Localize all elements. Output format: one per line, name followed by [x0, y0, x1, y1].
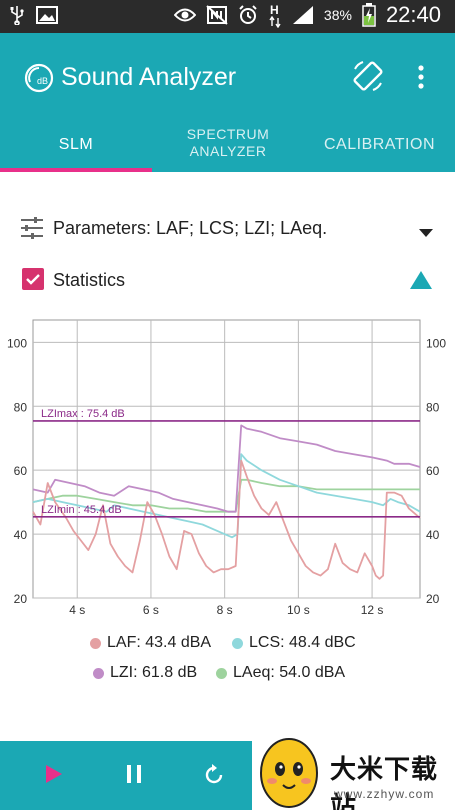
legend-label-laeq: LAeq: 54.0 dBA [233, 664, 346, 681]
tab-spectrum-analyzer[interactable]: SPECTRUM ANALYZER [152, 123, 304, 172]
y-tick-label-left: 20 [14, 592, 28, 606]
eye-icon [173, 7, 196, 23]
statistics-label: Statistics [53, 270, 126, 290]
dropdown-arrow-icon[interactable] [419, 224, 433, 242]
chart-legend: LAF: 43.4 dBA LCS: 48.4 dBC LZI: 61.8 dB… [0, 630, 455, 690]
y-tick-label-left: 60 [14, 464, 28, 478]
y-tick-label-right: 20 [426, 592, 440, 606]
level-chart: LZImax : 75.4 dB LZImin : 45.4 dB 20 20 40 4… [0, 312, 455, 624]
lzimax-label: LZImax : 75.4 dB [41, 408, 125, 420]
x-tick-label: 12 s [361, 603, 384, 617]
battery-charging-icon [362, 3, 376, 27]
nfc-off-icon [206, 5, 228, 25]
image-icon [36, 6, 58, 24]
tab-spectrum-label-line1: SPECTRUM [186, 126, 270, 142]
y-tick-label-left: 40 [14, 528, 28, 542]
legend-item-laf: LAF: 43.4 dBA [90, 634, 211, 652]
y-tick-label-right: 80 [426, 400, 440, 414]
check-icon [26, 274, 40, 285]
more-vert-icon[interactable] [417, 65, 425, 94]
statistics-row: Statistics [0, 258, 455, 304]
sliders-icon [20, 216, 44, 245]
tab-calibration[interactable]: CALIBRATION [304, 123, 455, 172]
y-tick-label-right: 40 [426, 528, 440, 542]
svg-text:H: H [270, 3, 279, 17]
collapse-triangle-icon[interactable] [410, 271, 432, 294]
usb-icon [10, 5, 24, 25]
plot-frame [32, 319, 421, 599]
legend-dot-lzi [93, 667, 104, 679]
legend-item-laeq: LAeq: 54.0 dBA [216, 664, 345, 682]
tab-calibration-label: CALIBRATION [324, 136, 435, 153]
watermark: 大米下载站 www.zzhyw.com [252, 738, 455, 810]
x-tick-label: 4 s [69, 603, 85, 617]
egg-mascot-icon [256, 729, 322, 810]
y-tick-label-right: 100 [426, 336, 446, 350]
app-bar: dB Sound Analyzer SLM SPECTRUM ANALYZER … [0, 33, 455, 172]
parameters-label: Parameters: LAF; LCS; LZI; LAeq. [53, 218, 328, 238]
x-tick-label: 8 s [217, 603, 233, 617]
playback-bar [0, 741, 252, 810]
legend-label-lcs: LCS: 48.4 dBC [249, 634, 356, 651]
legend-label-laf: LAF: 43.4 dBA [107, 634, 212, 651]
legend-dot-laeq [216, 667, 227, 679]
h-plus-icon: H [268, 2, 282, 28]
app-title: Sound Analyzer [61, 63, 237, 91]
reset-icon[interactable] [202, 763, 226, 792]
statistics-checkbox[interactable] [22, 268, 44, 290]
y-tick-label-right: 60 [426, 464, 440, 478]
legend-item-lzi: LZI: 61.8 dB [93, 664, 197, 682]
svg-text:dB: dB [37, 76, 48, 86]
status-bar: H 38% 22:40 [0, 0, 455, 33]
watermark-url: www.zzhyw.com [334, 787, 435, 801]
legend-dot-laf [90, 637, 101, 649]
legend-dot-lcs [232, 637, 243, 649]
battery-percent: 38% [323, 7, 352, 23]
alarm-icon [238, 5, 258, 25]
x-tick-label: 6 s [143, 603, 159, 617]
series-line-laf [32, 459, 421, 580]
watermark-title: 大米下载站 [330, 754, 439, 810]
toolbar: dB Sound Analyzer [0, 33, 455, 123]
tab-slm[interactable]: SLM [0, 123, 152, 172]
signal-icon [292, 5, 314, 25]
play-icon[interactable] [44, 763, 64, 790]
legend-item-lcs: LCS: 48.4 dBC [232, 634, 356, 652]
tab-bar: SLM SPECTRUM ANALYZER CALIBRATION [0, 123, 455, 172]
parameters-selector[interactable]: Parameters: LAF; LCS; LZI; LAeq. [0, 206, 455, 252]
tab-slm-label: SLM [58, 136, 94, 153]
chart-svg: LZImax : 75.4 dB LZImin : 45.4 dB 20 20 40 4… [7, 319, 446, 617]
series-line-lzi [32, 424, 421, 513]
tab-spectrum-label-line2: ANALYZER [189, 143, 267, 159]
status-time: 22:40 [385, 2, 441, 27]
y-tick-label-left: 100 [7, 336, 27, 350]
legend-label-lzi: LZI: 61.8 dB [110, 664, 198, 681]
y-tick-label-left: 80 [14, 400, 28, 414]
lzimin-label: LZImin : 45.4 dB [41, 504, 122, 516]
pause-icon[interactable] [124, 763, 144, 790]
tab-indicator [0, 168, 152, 172]
series-line-lcs [32, 453, 421, 539]
db-gauge-icon: dB [24, 63, 54, 98]
x-tick-label: 10 s [287, 603, 310, 617]
screen-rotate-icon[interactable] [351, 59, 385, 98]
